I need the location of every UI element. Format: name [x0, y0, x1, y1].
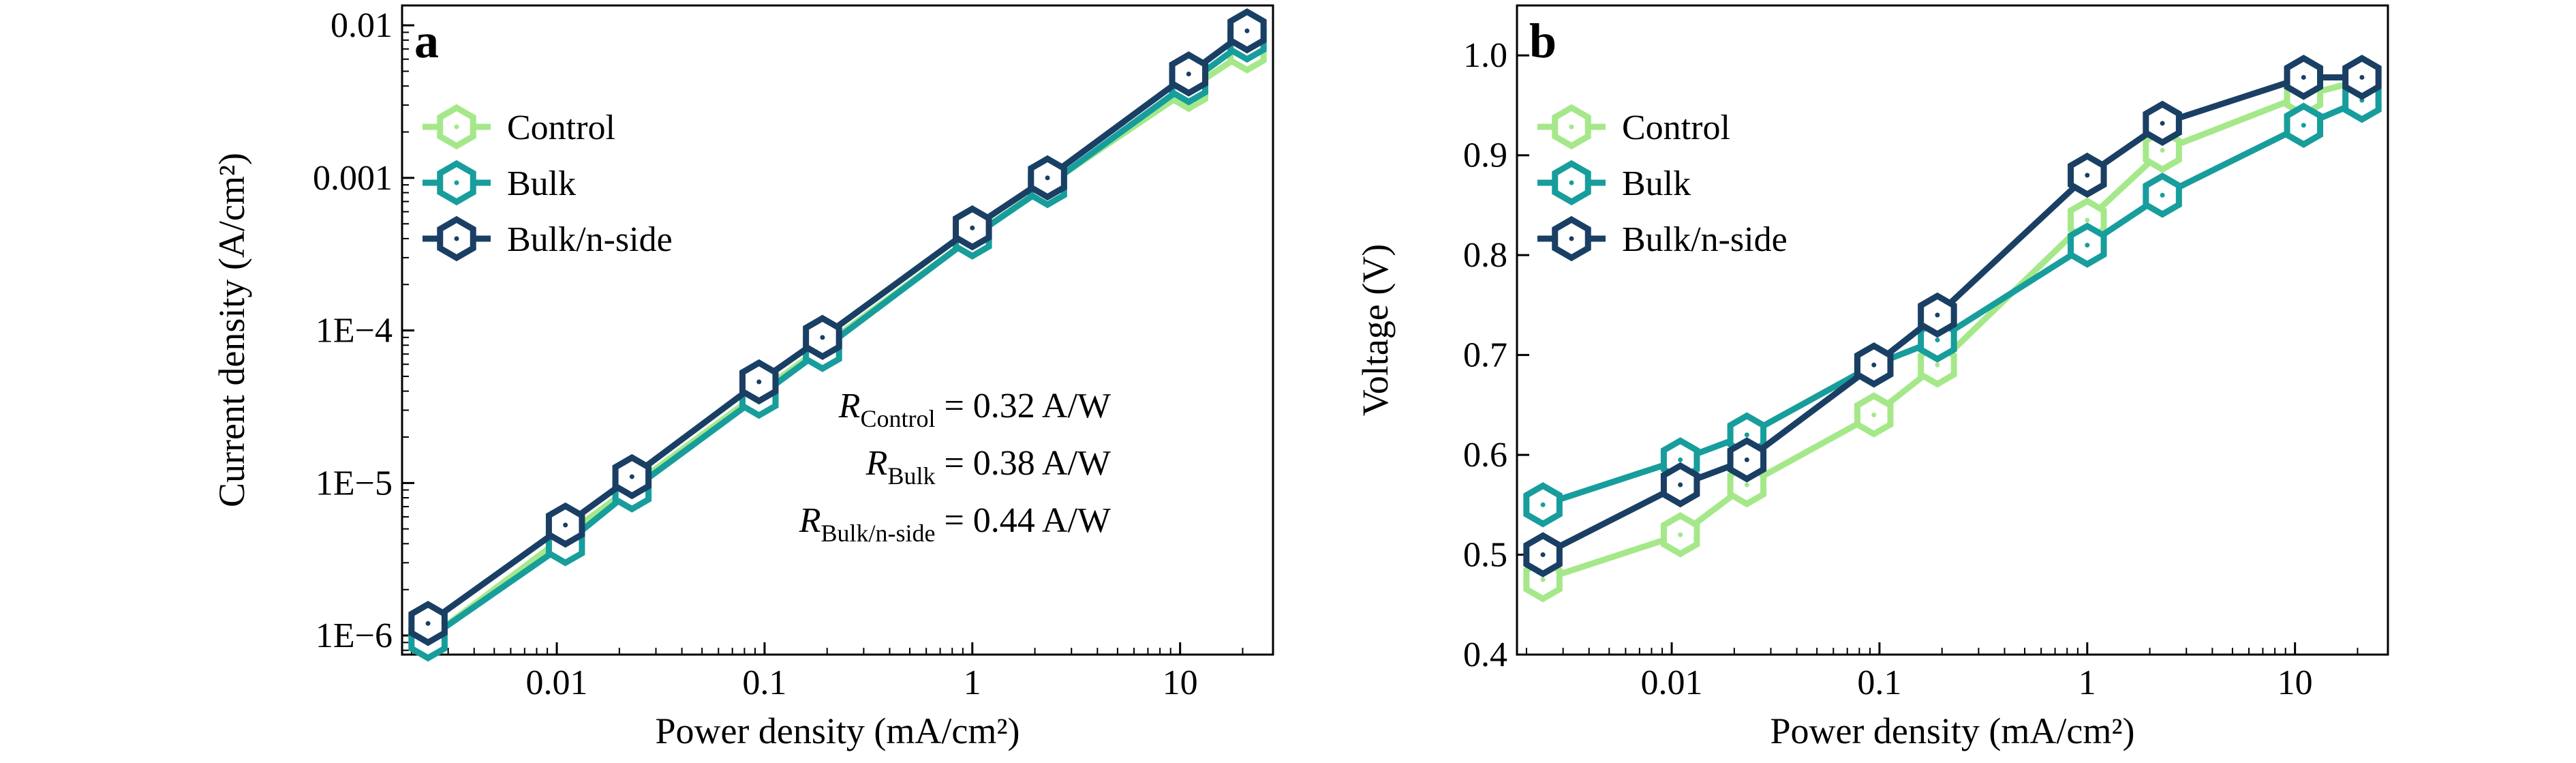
legend: Control Bulk Bulk/n-side — [1537, 104, 1788, 262]
x-tick-label: 0.1 — [1857, 663, 1901, 702]
responsivity-label: RBulk/n-side = 0.44 A/W — [799, 501, 1111, 547]
data-point — [1523, 482, 1563, 528]
data-point — [1028, 155, 1067, 201]
legend-marker — [437, 215, 476, 262]
data-point — [2143, 100, 2182, 147]
y-tick-label: 0.001 — [313, 159, 393, 198]
data-point — [1660, 512, 1700, 558]
data-point — [545, 502, 585, 548]
data-point — [953, 205, 992, 251]
data-point — [803, 314, 842, 361]
y-tick-label: 0.9 — [1463, 136, 1507, 175]
data-point — [2068, 152, 2107, 198]
legend-marker — [1552, 160, 1591, 206]
data-point — [2284, 55, 2324, 100]
data-point — [2068, 222, 2107, 268]
data-point — [1854, 342, 1894, 388]
data-point — [1523, 532, 1563, 578]
legend-item: Bulk/n-side — [423, 215, 673, 262]
data-point — [2342, 55, 2382, 100]
x-tick-label: 10 — [2278, 663, 2313, 702]
legend-item: Bulk/n-side — [1537, 215, 1788, 262]
legend-label: Bulk/n-side — [507, 220, 673, 259]
legend-marker — [437, 104, 476, 150]
data-point — [1227, 8, 1267, 54]
legend-marker — [437, 160, 476, 206]
y-tick-label: 1E−4 — [316, 312, 393, 350]
data-point — [1854, 392, 1894, 438]
x-axis-title: Power density (mA/cm²) — [1770, 710, 2134, 751]
y-tick-label: 1E−5 — [316, 464, 393, 503]
x-tick-label: 10 — [1163, 663, 1198, 702]
panel-label: a — [414, 14, 439, 68]
x-tick-label: 1 — [964, 663, 981, 702]
data-point — [1169, 51, 1209, 97]
legend-item: Control — [1537, 104, 1730, 150]
legend-label: Bulk/n-side — [1622, 220, 1788, 259]
legend-marker — [1552, 215, 1591, 262]
responsivity-annotations: RControl = 0.32 A/W RBulk = 0.38 A/W RBulk… — [799, 387, 1111, 547]
data-point — [2284, 102, 2324, 148]
legend-item: Bulk — [1537, 160, 1691, 206]
series-bulk-n-side — [408, 8, 1267, 646]
panel-label: b — [1529, 14, 1557, 68]
legend-item: Control — [423, 104, 615, 150]
y-tick-label: 0.6 — [1463, 436, 1507, 475]
data-point — [739, 359, 779, 405]
x-tick-label: 0.1 — [742, 663, 786, 702]
y-tick-label: 1E−6 — [316, 616, 393, 655]
y-axis-title: Current density (A/cm²) — [211, 153, 252, 507]
x-tick-label: 1 — [2079, 663, 2096, 702]
y-axis-title: Voltage (V) — [1355, 244, 1396, 416]
x-tick-label: 0.01 — [526, 663, 588, 702]
data-point — [2143, 173, 2182, 218]
legend-label: Bulk — [507, 164, 576, 203]
y-tick-label: 0.7 — [1463, 336, 1507, 375]
x-tick-label: 0.01 — [1641, 663, 1703, 702]
y-tick-label: 0.8 — [1463, 236, 1507, 275]
panel-a-chart: 0.01 0.1 1 10 1E−6 1E−5 1E−4 0.001 0.01 Power den… — [211, 4, 1274, 751]
data-point — [1918, 292, 1957, 338]
x-axis-title: Power density (mA/cm²) — [655, 710, 1019, 751]
series-bulk-n-side — [1523, 55, 2382, 578]
legend: Control Bulk Bulk/n-side — [423, 104, 673, 262]
legend-item: Bulk — [423, 160, 576, 206]
y-tick-label: 0.4 — [1463, 635, 1507, 674]
panel-b-chart: 0.01 0.1 1 10 0.4 0.5 0.6 0.7 0.8 0.9 1.0 Power den… — [1355, 4, 2389, 751]
responsivity-label: RBulk = 0.38 A/W — [865, 444, 1111, 490]
legend-marker — [1552, 104, 1591, 150]
y-tick-label: 0.01 — [331, 6, 393, 45]
data-point — [1727, 437, 1767, 483]
legend-label: Control — [1622, 108, 1730, 147]
legend-label: Bulk — [1622, 164, 1691, 203]
responsivity-label: RControl = 0.32 A/W — [838, 387, 1111, 432]
y-tick-label: 1.0 — [1463, 36, 1507, 75]
plot-frame — [1516, 4, 2389, 656]
data-point — [1660, 462, 1700, 508]
data-point — [612, 453, 652, 500]
data-point — [408, 601, 448, 646]
y-tick-label: 0.5 — [1463, 536, 1507, 575]
legend-label: Control — [507, 108, 615, 147]
